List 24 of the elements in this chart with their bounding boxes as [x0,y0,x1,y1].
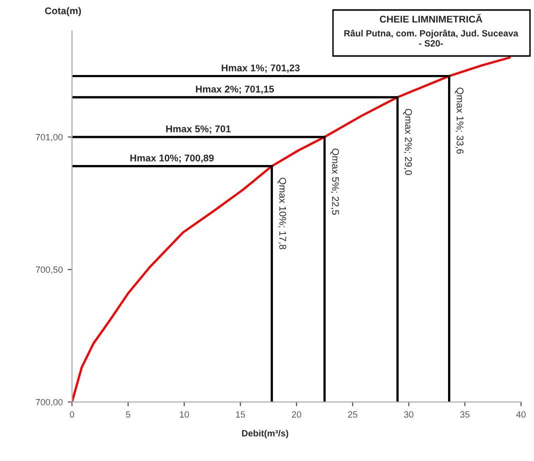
series-label: Hmax 2%; 701,15 [196,86,274,94]
text: Qmax 10%; 17,8 [278,178,286,250]
x-tick-label: 5 [126,411,130,418]
chart-title: CHEIE LIMNIMETRICĂ [380,14,482,23]
x-tick-label: 10 [180,411,189,418]
x-tick-label: 30 [404,411,414,418]
chart-subtitle: Râul Putna, com. Pojorâta, Jud. Suceava - S20- [344,30,518,47]
series-label: Hmax 5%; 701 [166,125,231,134]
x-tick-label: 20 [292,411,302,418]
x-tick-label: 25 [348,411,358,418]
text: Qmax 5%; 22,5 [330,148,339,215]
x-axis-title: Debit(m³/s) [242,430,288,438]
series-label: Hmax 1%; 701,23 [222,64,300,73]
text: Qmax 2%; 29,0 [403,108,412,175]
x-tick-label: 40 [516,411,526,418]
text: Qmax 1%; 33,6 [454,88,464,154]
y-tick-label: 701,00 [36,134,63,142]
series-label: Hmax 10%; 700,89 [130,154,214,163]
x-tick-label: 15 [236,411,246,418]
y-tick-label: 700,50 [36,266,63,274]
x-tick-label: 35 [460,411,470,418]
y-axis-title: Cota(m) [45,7,81,16]
y-tick-label: 700,00 [36,398,63,406]
x-tick-label: 0 [70,411,74,418]
